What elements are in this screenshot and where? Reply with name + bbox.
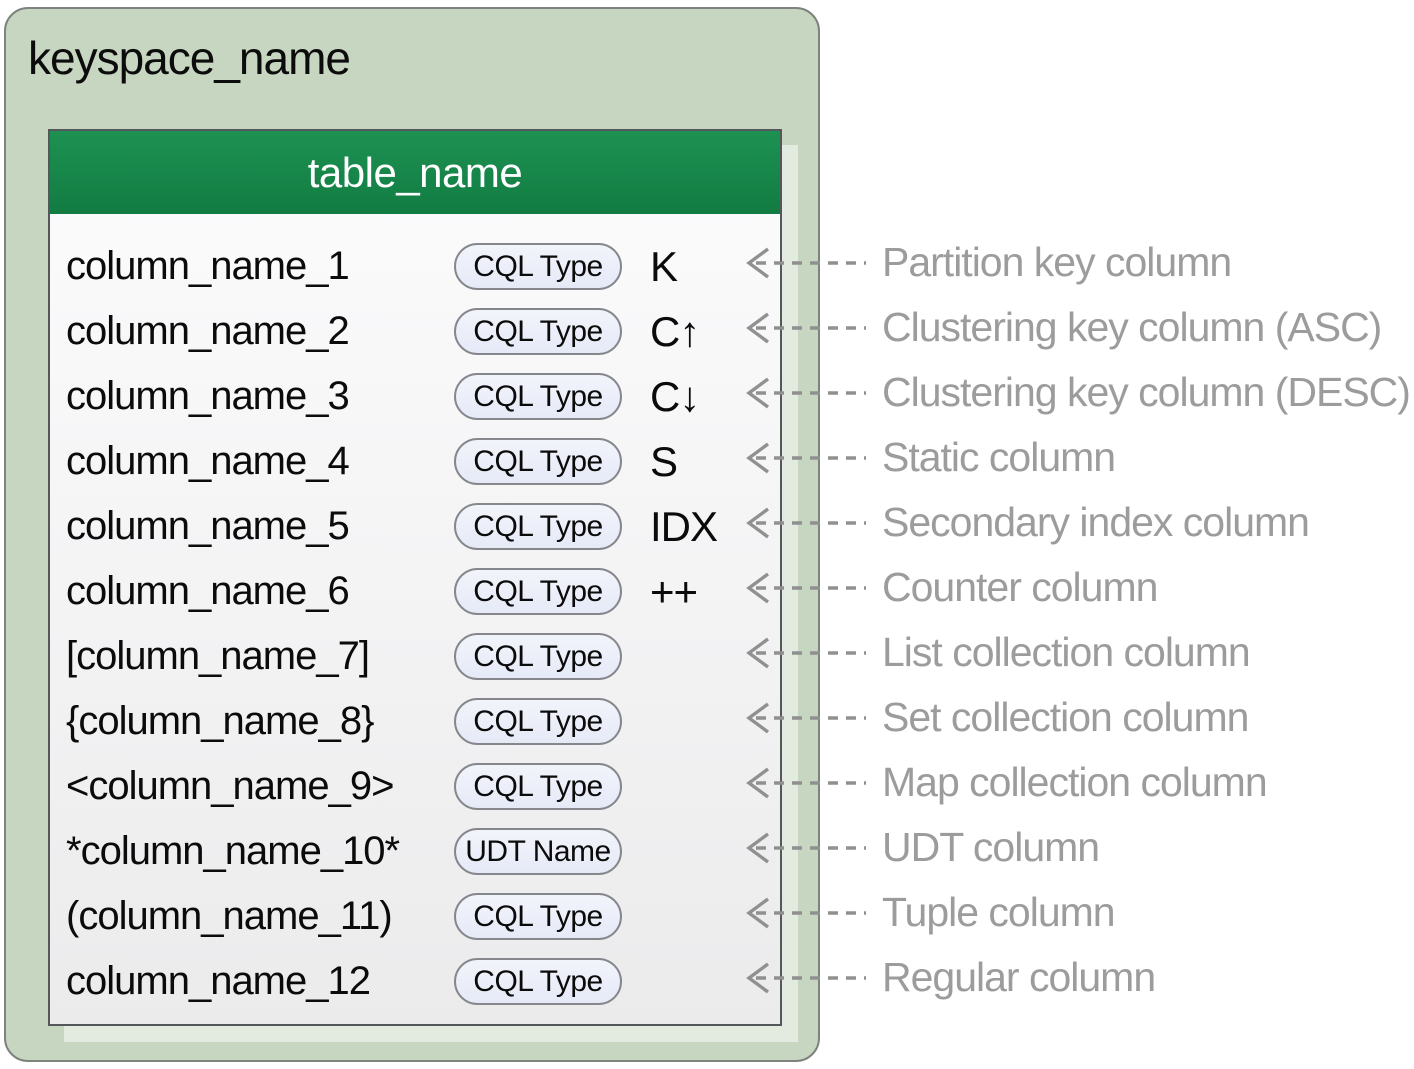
table-row: column_name_2 CQL Type C↑ <box>66 299 780 364</box>
column-name: column_name_6 <box>66 569 350 613</box>
legend-row: Map collection column <box>742 750 1268 815</box>
type-badge: CQL Type <box>454 893 622 940</box>
table-row: column_name_5 CQL Type IDX <box>66 494 780 559</box>
table-row: column_name_4 CQL Type S <box>66 429 780 494</box>
type-badge: CQL Type <box>454 308 622 355</box>
table-row: column_name_12 CQL Type <box>66 949 780 1014</box>
table-row: column_name_1 CQL Type K <box>66 234 780 299</box>
column-name: <column_name_9> <box>66 764 394 808</box>
type-badge: CQL Type <box>454 503 622 550</box>
keyspace-name-label: keyspace_name <box>28 32 351 84</box>
type-badge: CQL Type <box>454 958 622 1005</box>
table-row: <column_name_9> CQL Type <box>66 754 780 819</box>
table-name-header: table_name <box>50 131 780 214</box>
legend-label: Secondary index column <box>882 499 1310 545</box>
column-name: column_name_3 <box>66 374 350 418</box>
table-body: column_name_1 CQL Type K column_name_2 C… <box>50 214 780 1014</box>
column-name: column_name_12 <box>66 959 371 1003</box>
key-indicator: IDX <box>650 502 718 550</box>
legend: Partition key column Clustering key colu… <box>742 0 1414 1069</box>
table-row: (column_name_11) CQL Type <box>66 884 780 949</box>
legend-label: Map collection column <box>882 759 1268 805</box>
type-badge: CQL Type <box>454 373 622 420</box>
table-row: *column_name_10* UDT Name <box>66 819 780 884</box>
key-indicator: ++ <box>650 567 698 615</box>
type-badge: CQL Type <box>454 243 622 290</box>
legend-label: Tuple column <box>882 889 1116 935</box>
legend-label: UDT column <box>882 824 1100 870</box>
legend-label: Counter column <box>882 564 1158 610</box>
table-box: table_name column_name_1 CQL Type K colu… <box>48 129 782 1026</box>
legend-row: Secondary index column <box>742 490 1310 555</box>
key-indicator: K <box>650 242 678 290</box>
legend-row: Clustering key column (DESC) <box>742 360 1411 425</box>
column-name: column_name_5 <box>66 504 350 548</box>
table-row: column_name_6 CQL Type ++ <box>66 559 780 624</box>
column-name: column_name_4 <box>66 439 350 483</box>
column-name: (column_name_11) <box>66 894 393 938</box>
key-indicator: S <box>650 437 678 485</box>
table-row: [column_name_7] CQL Type <box>66 624 780 689</box>
legend-label: Clustering key column (ASC) <box>882 304 1382 350</box>
column-name: column_name_2 <box>66 309 350 353</box>
legend-label: Set collection column <box>882 694 1249 740</box>
table-row: {column_name_8} CQL Type <box>66 689 780 754</box>
legend-label: Static column <box>882 434 1116 480</box>
column-name: [column_name_7] <box>66 634 370 678</box>
column-name: {column_name_8} <box>66 699 374 743</box>
legend-label: Partition key column <box>882 239 1232 285</box>
type-badge: CQL Type <box>454 763 622 810</box>
key-indicator: C↑ <box>650 307 700 355</box>
legend-label: List collection column <box>882 629 1251 675</box>
column-name: column_name_1 <box>66 244 350 288</box>
legend-label: Clustering key column (DESC) <box>882 369 1411 415</box>
legend-row: Clustering key column (ASC) <box>742 295 1382 360</box>
column-name: *column_name_10* <box>66 829 400 873</box>
type-badge: CQL Type <box>454 568 622 615</box>
keyspace-box: keyspace_name table_name column_name_1 C… <box>4 7 820 1062</box>
table-row: column_name_3 CQL Type C↓ <box>66 364 780 429</box>
key-indicator: C↓ <box>650 372 700 420</box>
type-badge: CQL Type <box>454 633 622 680</box>
legend-label: Regular column <box>882 954 1156 1000</box>
type-badge: CQL Type <box>454 698 622 745</box>
type-badge: UDT Name <box>454 828 622 875</box>
type-badge: CQL Type <box>454 438 622 485</box>
